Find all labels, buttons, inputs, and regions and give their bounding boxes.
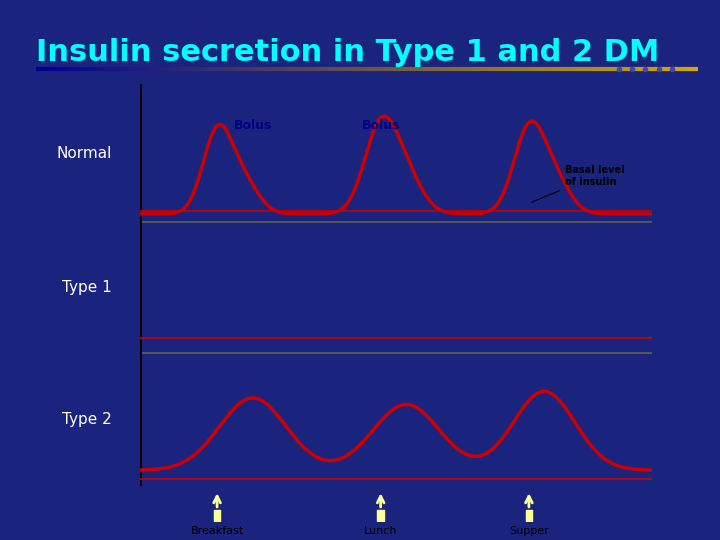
Text: Normal: Normal <box>56 146 112 160</box>
Text: Lunch: Lunch <box>364 526 397 537</box>
Text: Bolus: Bolus <box>361 119 400 132</box>
Text: Basal level
of insulin: Basal level of insulin <box>531 165 624 202</box>
Text: Bolus: Bolus <box>234 119 272 132</box>
Text: Type 1: Type 1 <box>62 280 112 295</box>
Text: Type 2: Type 2 <box>62 412 112 427</box>
Text: Supper: Supper <box>509 526 549 537</box>
Text: Breakfast: Breakfast <box>191 526 243 537</box>
Text: Insulin secretion in Type 1 and 2 DM: Insulin secretion in Type 1 and 2 DM <box>36 38 660 67</box>
